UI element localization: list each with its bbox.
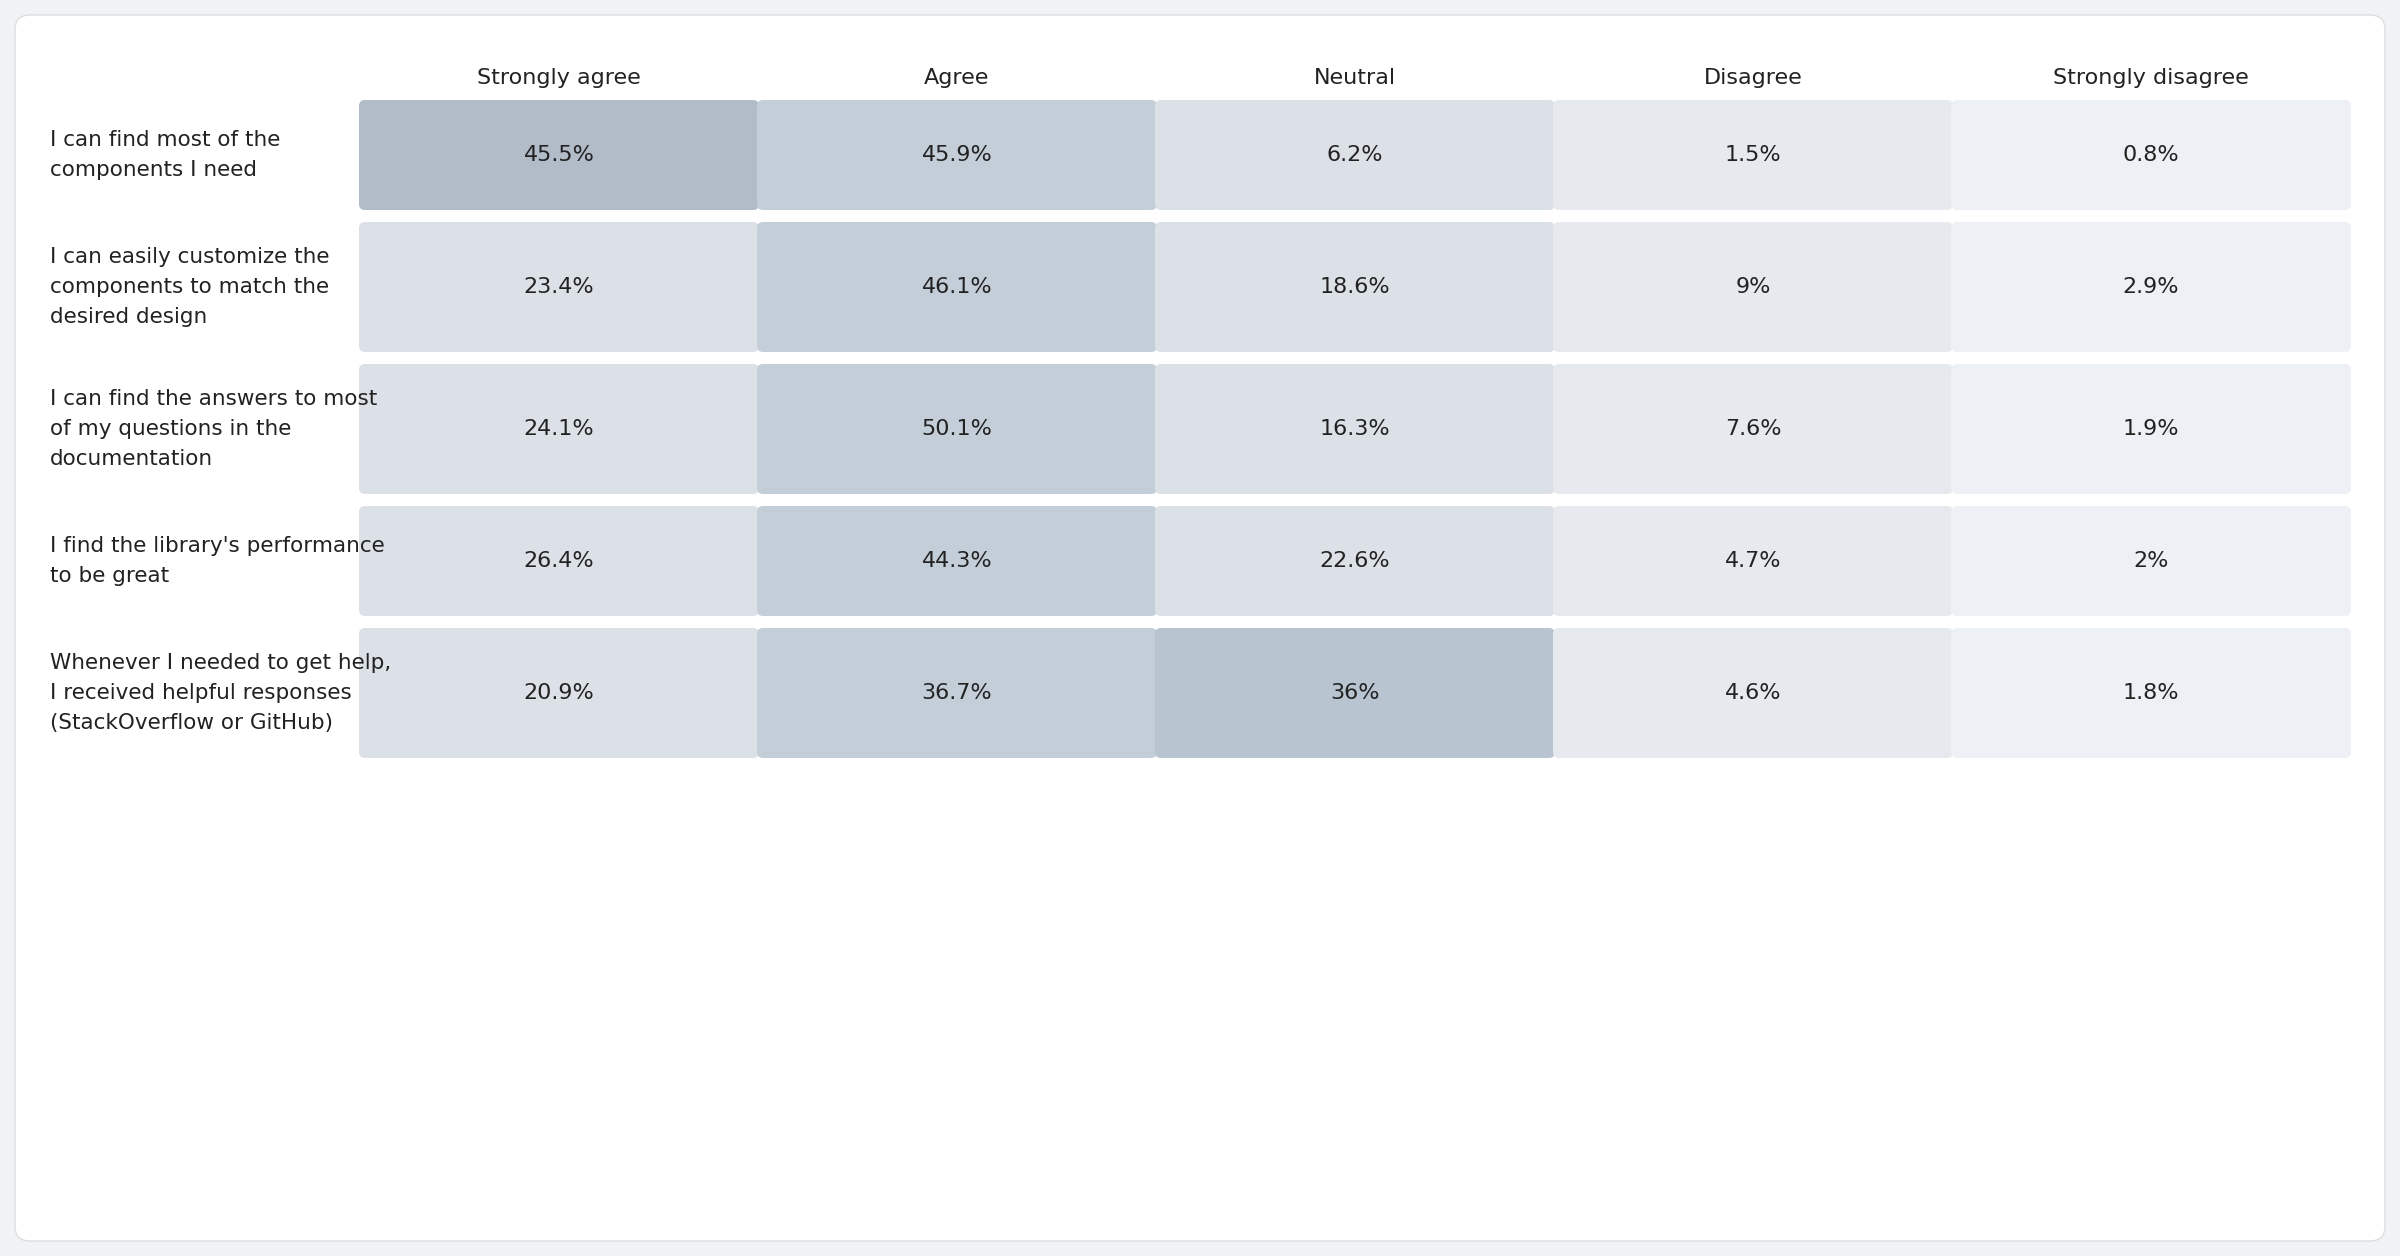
Text: 4.6%: 4.6% <box>1726 683 1781 703</box>
Text: Disagree: Disagree <box>1704 68 1802 88</box>
FancyBboxPatch shape <box>360 222 758 352</box>
Text: 6.2%: 6.2% <box>1327 144 1382 165</box>
Text: 50.1%: 50.1% <box>922 420 994 440</box>
FancyBboxPatch shape <box>1154 100 1555 210</box>
Text: 2%: 2% <box>2134 551 2170 571</box>
FancyBboxPatch shape <box>1951 222 2352 352</box>
FancyBboxPatch shape <box>14 15 2386 1241</box>
Text: 45.9%: 45.9% <box>922 144 991 165</box>
Text: I can easily customize the
components to match the
desired design: I can easily customize the components to… <box>50 247 329 327</box>
FancyBboxPatch shape <box>1154 506 1555 615</box>
Text: 45.5%: 45.5% <box>523 144 595 165</box>
Text: 2.9%: 2.9% <box>2122 278 2179 296</box>
FancyBboxPatch shape <box>1154 628 1555 759</box>
FancyBboxPatch shape <box>756 222 1157 352</box>
FancyBboxPatch shape <box>1951 628 2352 759</box>
FancyBboxPatch shape <box>1553 364 1954 494</box>
FancyBboxPatch shape <box>360 628 758 759</box>
FancyBboxPatch shape <box>360 100 758 210</box>
FancyBboxPatch shape <box>1951 364 2352 494</box>
FancyBboxPatch shape <box>756 628 1157 759</box>
Text: 23.4%: 23.4% <box>523 278 595 296</box>
FancyBboxPatch shape <box>1951 506 2352 615</box>
FancyBboxPatch shape <box>1553 222 1954 352</box>
Text: I can find the answers to most
of my questions in the
documentation: I can find the answers to most of my que… <box>50 389 377 468</box>
FancyBboxPatch shape <box>1154 364 1555 494</box>
Text: 26.4%: 26.4% <box>523 551 595 571</box>
FancyBboxPatch shape <box>756 506 1157 615</box>
FancyBboxPatch shape <box>360 364 758 494</box>
Text: 0.8%: 0.8% <box>2122 144 2179 165</box>
FancyBboxPatch shape <box>756 364 1157 494</box>
FancyBboxPatch shape <box>1154 222 1555 352</box>
Text: Whenever I needed to get help,
I received helpful responses
(StackOverflow or Gi: Whenever I needed to get help, I receive… <box>50 653 391 732</box>
Text: 7.6%: 7.6% <box>1726 420 1781 440</box>
Text: I can find most of the
components I need: I can find most of the components I need <box>50 131 281 180</box>
FancyBboxPatch shape <box>1951 100 2352 210</box>
Text: Strongly disagree: Strongly disagree <box>2052 68 2249 88</box>
Text: Strongly agree: Strongly agree <box>478 68 641 88</box>
FancyBboxPatch shape <box>360 506 758 615</box>
FancyBboxPatch shape <box>1553 628 1954 759</box>
Text: 4.7%: 4.7% <box>1726 551 1781 571</box>
Text: 1.5%: 1.5% <box>1726 144 1781 165</box>
FancyBboxPatch shape <box>1553 100 1954 210</box>
Text: 46.1%: 46.1% <box>922 278 991 296</box>
Text: 1.9%: 1.9% <box>2122 420 2179 440</box>
Text: 20.9%: 20.9% <box>523 683 595 703</box>
Text: 36.7%: 36.7% <box>922 683 991 703</box>
Text: Agree: Agree <box>924 68 989 88</box>
Text: 24.1%: 24.1% <box>523 420 595 440</box>
Text: 36%: 36% <box>1330 683 1380 703</box>
Text: Neutral: Neutral <box>1313 68 1397 88</box>
Text: 22.6%: 22.6% <box>1320 551 1390 571</box>
Text: 9%: 9% <box>1735 278 1771 296</box>
Text: 1.8%: 1.8% <box>2122 683 2179 703</box>
Text: 16.3%: 16.3% <box>1320 420 1390 440</box>
FancyBboxPatch shape <box>1553 506 1954 615</box>
Text: I find the library's performance
to be great: I find the library's performance to be g… <box>50 536 384 585</box>
Text: 44.3%: 44.3% <box>922 551 991 571</box>
Text: 18.6%: 18.6% <box>1320 278 1390 296</box>
FancyBboxPatch shape <box>756 100 1157 210</box>
